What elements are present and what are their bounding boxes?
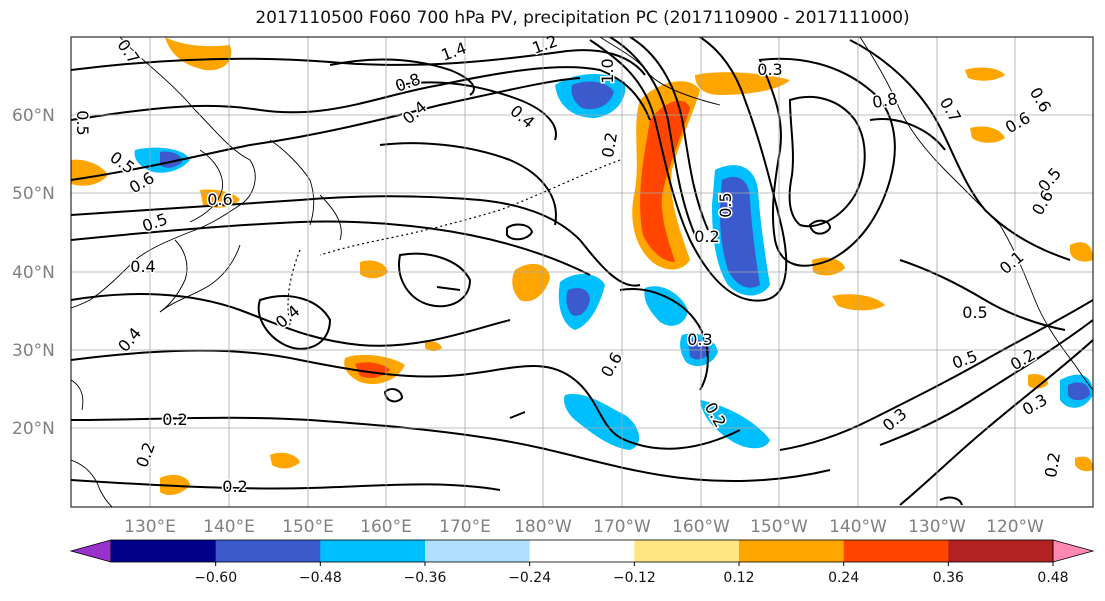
contour-label: 0.5 bbox=[73, 110, 92, 135]
latitude-labels: 60°N 50°N 40°N 30°N 20°N bbox=[12, 106, 55, 439]
contour-label: 0.4 bbox=[130, 257, 155, 276]
contour-label: 0.5 bbox=[962, 303, 987, 322]
lon-label: 130°E bbox=[124, 517, 176, 537]
colorbar-tick-label: 0.48 bbox=[1037, 570, 1068, 586]
colorbar-segment bbox=[425, 540, 531, 562]
colorbar: −0.60 −0.48 −0.36 −0.24 −0.12 0.12 0.24 0.36 0.4… bbox=[69, 539, 1095, 586]
map-frame bbox=[70, 36, 1094, 508]
colorbar-segment bbox=[529, 540, 635, 562]
lat-label: 60°N bbox=[12, 106, 55, 126]
contour-label: 0.6 bbox=[207, 190, 232, 209]
colorbar-tick-label: −0.48 bbox=[299, 570, 342, 586]
colorbar-segment bbox=[948, 540, 1054, 562]
lon-label: 160°W bbox=[672, 517, 730, 537]
lat-label: 30°N bbox=[12, 341, 55, 361]
pv-contours bbox=[71, 37, 1093, 506]
lon-label: 170°E bbox=[439, 517, 491, 537]
lon-label: 180°W bbox=[514, 517, 572, 537]
island-chain bbox=[287, 159, 621, 326]
contour-label: 0.2 bbox=[222, 477, 247, 496]
contour-label: 0.2 bbox=[162, 410, 187, 429]
grid-lines bbox=[71, 37, 1093, 507]
coastlines bbox=[71, 37, 1093, 507]
colorbar-tick-label: −0.24 bbox=[508, 570, 551, 586]
lon-label: 150°E bbox=[282, 517, 334, 537]
colorbar-outline bbox=[110, 539, 1054, 563]
lon-label: 120°W bbox=[986, 517, 1044, 537]
colorbar-segment bbox=[111, 540, 217, 562]
colorbar-tick-label: −0.60 bbox=[194, 570, 237, 586]
colorbar-extend-low bbox=[69, 539, 112, 563]
lat-label: 20°N bbox=[12, 419, 55, 439]
lon-label: 160°E bbox=[360, 517, 412, 537]
lon-label: 130°W bbox=[908, 517, 966, 537]
contour-label: 0.2 bbox=[694, 227, 719, 246]
longitude-labels: 130°E 140°E 150°E 160°E 170°E 180°W 170°… bbox=[124, 517, 1044, 537]
lon-label: 170°W bbox=[593, 517, 651, 537]
lon-label: 150°W bbox=[750, 517, 808, 537]
colorbar-segment bbox=[843, 540, 949, 562]
lon-label: 140°E bbox=[203, 517, 255, 537]
colorbar-extend-high bbox=[1052, 539, 1095, 563]
colorbar-tick-label: −0.36 bbox=[404, 570, 447, 586]
map-title: 2017110500 F060 700 hPa PV, precipitatio… bbox=[255, 8, 910, 28]
colorbar-tick-label: 0.36 bbox=[933, 570, 964, 586]
lon-label: 140°W bbox=[829, 517, 887, 537]
lat-label: 50°N bbox=[12, 184, 55, 204]
lat-label: 40°N bbox=[12, 263, 55, 283]
colorbar-tick-label: 0.24 bbox=[828, 570, 859, 586]
contour-label: 0.5 bbox=[716, 192, 735, 217]
colorbar-tick-label: −0.12 bbox=[613, 570, 656, 586]
colorbar-tick-label: 0.12 bbox=[723, 570, 754, 586]
colorbar-segment bbox=[634, 540, 740, 562]
colorbar-segment bbox=[215, 540, 321, 562]
contour-label: 1.0 bbox=[598, 58, 617, 83]
colorbar-segment bbox=[320, 540, 426, 562]
contour-label: 0.3 bbox=[687, 330, 712, 349]
contour-label: 0.3 bbox=[757, 60, 782, 79]
colorbar-segment bbox=[739, 540, 845, 562]
